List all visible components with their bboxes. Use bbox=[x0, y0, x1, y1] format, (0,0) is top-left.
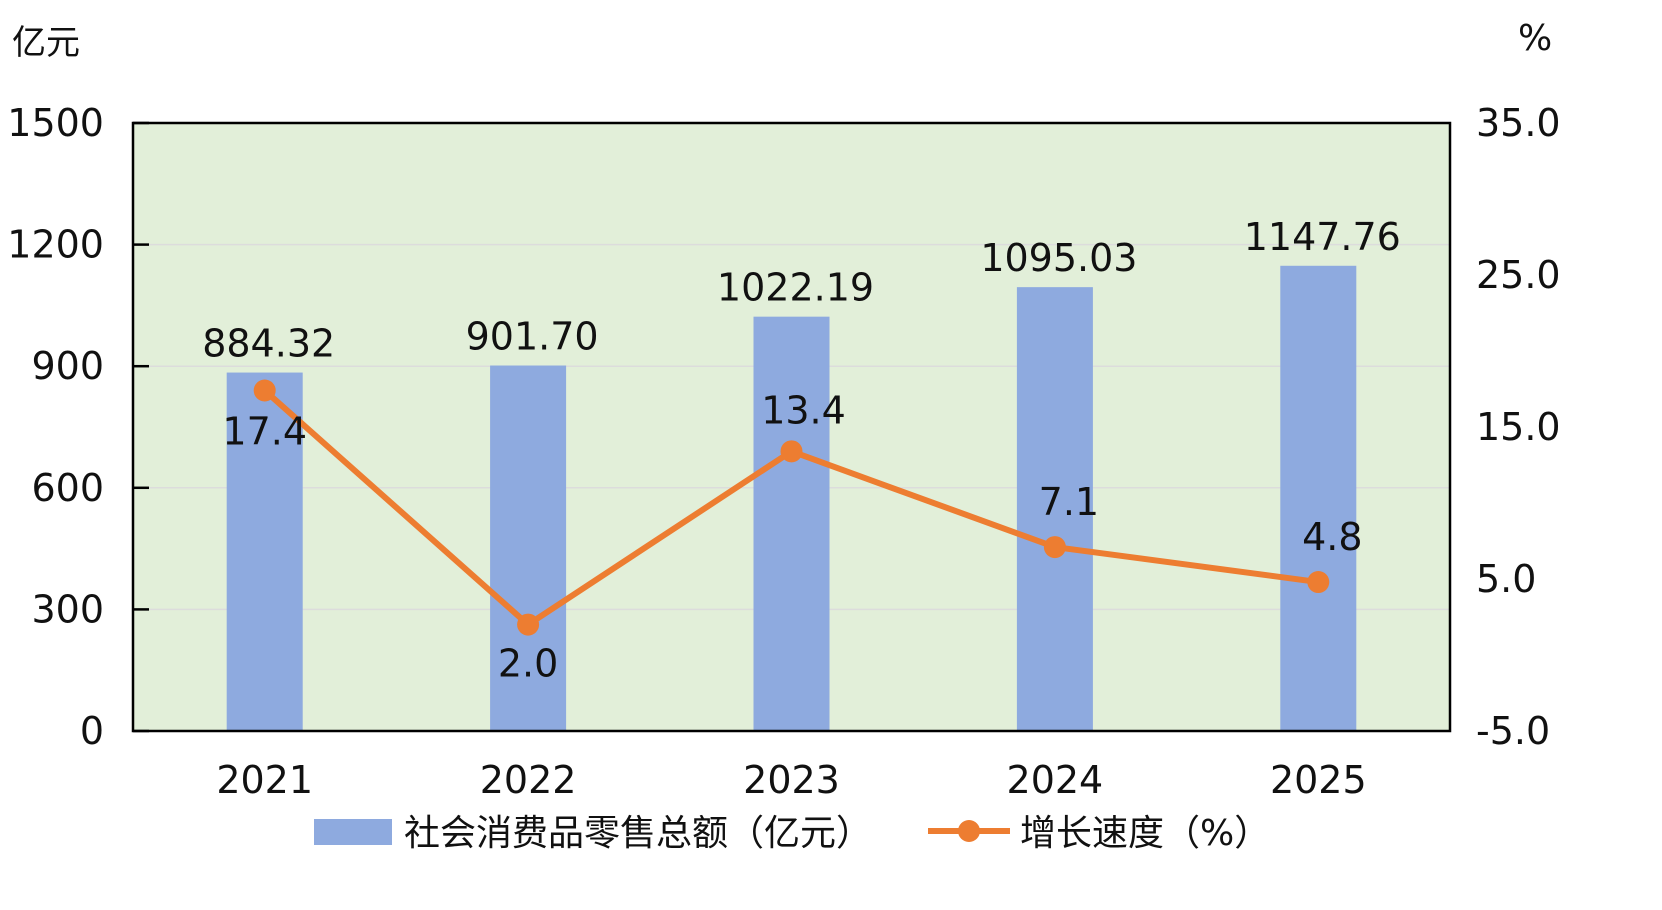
bar-value-label: 1147.76 bbox=[1244, 215, 1401, 259]
bar bbox=[1016, 287, 1093, 731]
x-axis: 2021 2022 2023 2024 2025 bbox=[216, 758, 1366, 802]
plot-frame bbox=[131, 121, 1452, 733]
legend-bar-swatch bbox=[314, 819, 392, 845]
left-tick-label: 300 bbox=[31, 587, 104, 631]
line-series bbox=[253, 379, 1330, 636]
x-tick-label: 2022 bbox=[480, 758, 577, 802]
bar bbox=[753, 316, 830, 731]
legend-line-label: 增长速度（%） bbox=[1020, 813, 1270, 854]
right-tick-label: -5.0 bbox=[1476, 709, 1550, 753]
bar bbox=[1280, 265, 1357, 731]
right-tick-label: 15.0 bbox=[1476, 405, 1561, 449]
x-tick-label: 2025 bbox=[1270, 758, 1367, 802]
line-value-label: 2.0 bbox=[498, 642, 558, 686]
line-point bbox=[253, 379, 276, 402]
right-tick-label: 35.0 bbox=[1476, 101, 1561, 145]
left-y-axis: 0 300 600 900 1200 1500 bbox=[7, 101, 149, 753]
left-axis-unit: 亿元 bbox=[12, 23, 80, 63]
line-value-label: 7.1 bbox=[1039, 480, 1099, 524]
left-tick-label: 900 bbox=[31, 344, 104, 388]
right-axis-unit: % bbox=[1518, 18, 1552, 59]
data-labels: 884.32 901.70 1022.19 1095.03 1147.76 17.4 2.0… bbox=[202, 215, 1401, 686]
bar-value-label: 901.70 bbox=[466, 315, 599, 359]
bar bbox=[490, 365, 567, 731]
bar bbox=[226, 372, 303, 731]
right-y-axis: -5.0 5.0 15.0 25.0 35.0 bbox=[1476, 101, 1561, 753]
line-value-label: 4.8 bbox=[1302, 515, 1362, 559]
x-tick-label: 2024 bbox=[1007, 758, 1104, 802]
x-tick-label: 2023 bbox=[743, 758, 840, 802]
right-tick-label: 5.0 bbox=[1476, 557, 1536, 601]
line-value-label: 13.4 bbox=[761, 388, 846, 432]
bar-value-label: 1022.19 bbox=[717, 266, 874, 310]
line-point bbox=[780, 440, 803, 463]
bar-value-label: 1095.03 bbox=[980, 236, 1137, 280]
line-point bbox=[1307, 571, 1330, 594]
legend-bar-label: 社会消费品零售总额（亿元） bbox=[404, 813, 872, 854]
line-value-label: 17.4 bbox=[222, 410, 307, 454]
legend-line-marker bbox=[958, 820, 980, 842]
line-point bbox=[517, 613, 540, 636]
left-tick-label: 0 bbox=[80, 709, 104, 753]
x-tick-label: 2021 bbox=[216, 758, 313, 802]
left-tick-label: 1500 bbox=[7, 101, 104, 145]
bar-value-label: 884.32 bbox=[202, 322, 335, 366]
left-tick-label: 1200 bbox=[7, 223, 104, 267]
legend: 社会消费品零售总额（亿元） 增长速度（%） bbox=[314, 813, 1270, 854]
right-tick-label: 25.0 bbox=[1476, 253, 1561, 297]
line-point bbox=[1043, 536, 1066, 559]
left-tick-label: 600 bbox=[31, 466, 104, 510]
bar-series bbox=[226, 265, 1357, 731]
